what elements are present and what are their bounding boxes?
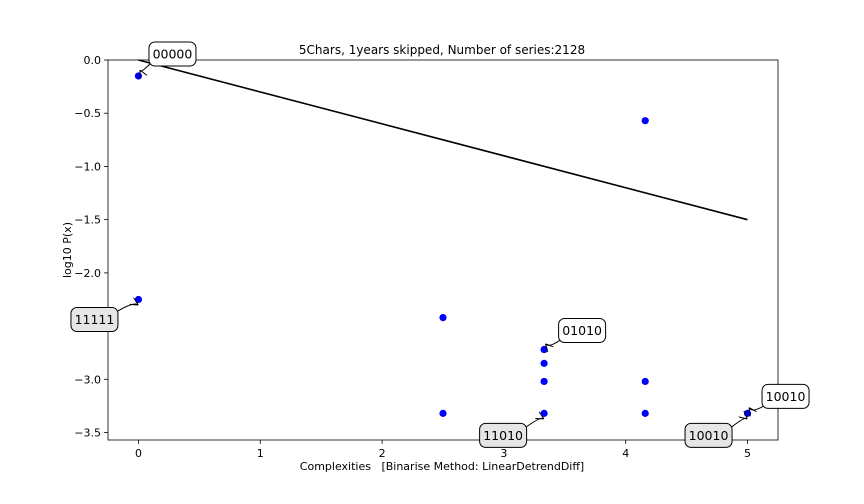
annotation-arrow [140,63,151,71]
y-tick-label: 0.0 [84,54,102,67]
annotation-arrow [525,418,544,428]
annotation-arrow [546,340,560,346]
data-point [540,409,548,417]
x-tick-label: 2 [379,447,386,460]
x-tick-label: 4 [622,447,629,460]
annotation-arrow [116,304,138,312]
y-axis-ticks: 0.0−0.5−1.0−1.5−2.0−2.5−3.0−3.5 [74,54,108,440]
annotation-11111: 11111 [70,304,138,332]
data-point [439,313,447,322]
fit-line-layer [138,59,748,221]
data-point [641,409,649,417]
annotation-10010: 10010 [684,418,747,448]
data-point [134,295,143,304]
annotation-box [148,41,197,67]
data-point [540,345,548,354]
annotation-11010: 11010 [479,418,544,448]
annotation-arrow [730,418,747,428]
annotation-label: 00000 [153,46,193,61]
y-tick-label: −1.0 [74,160,101,173]
annotation-box [761,383,810,409]
annotation-label: 11111 [75,312,115,327]
x-tick-label: 5 [744,447,751,460]
x-tick-label: 3 [500,447,507,460]
data-point [540,359,548,367]
annotation-label: 10010 [689,428,729,443]
x-axis-label: Complexities [Binarise Method: LinearDet… [300,460,584,473]
data-point [134,72,143,80]
annotation-label: 01010 [562,323,602,338]
annotation-box [70,306,119,332]
data-point [439,409,447,417]
annotation-label: 10010 [766,389,806,404]
data-point [540,377,548,386]
data-point [641,377,649,386]
x-axis-ticks: 0 1 2 3 4 5 [135,440,751,460]
plot-area-frame [107,59,779,441]
annotation-box [558,318,607,344]
chart-title: 5Chars, 1years skipped, Number of series… [299,43,585,57]
x-tick-label: 1 [257,447,264,460]
annotations: 00000 11111 01010 11010 10010 10010 [70,41,810,448]
annotation-box [479,422,528,448]
y-tick-label: −3.0 [74,373,101,386]
annotation-box [684,422,733,448]
y-tick-label: −3.5 [74,427,101,440]
data-points [134,72,752,417]
annotation-label: 11010 [483,428,523,443]
data-point [641,117,649,125]
y-tick-label: −1.5 [74,214,101,227]
x-tick-label: 0 [135,447,142,460]
annotation-10010: 10010 [750,383,810,410]
y-tick-label: −0.5 [74,107,101,120]
annotation-arrow [750,405,764,410]
y-tick-label: −2.0 [74,267,101,280]
data-point [743,409,752,417]
y-axis-label: log10 P(x) [61,222,74,278]
annotation-01010: 01010 [546,318,607,346]
annotation-00000: 00000 [140,41,197,71]
fit-line [138,59,748,221]
